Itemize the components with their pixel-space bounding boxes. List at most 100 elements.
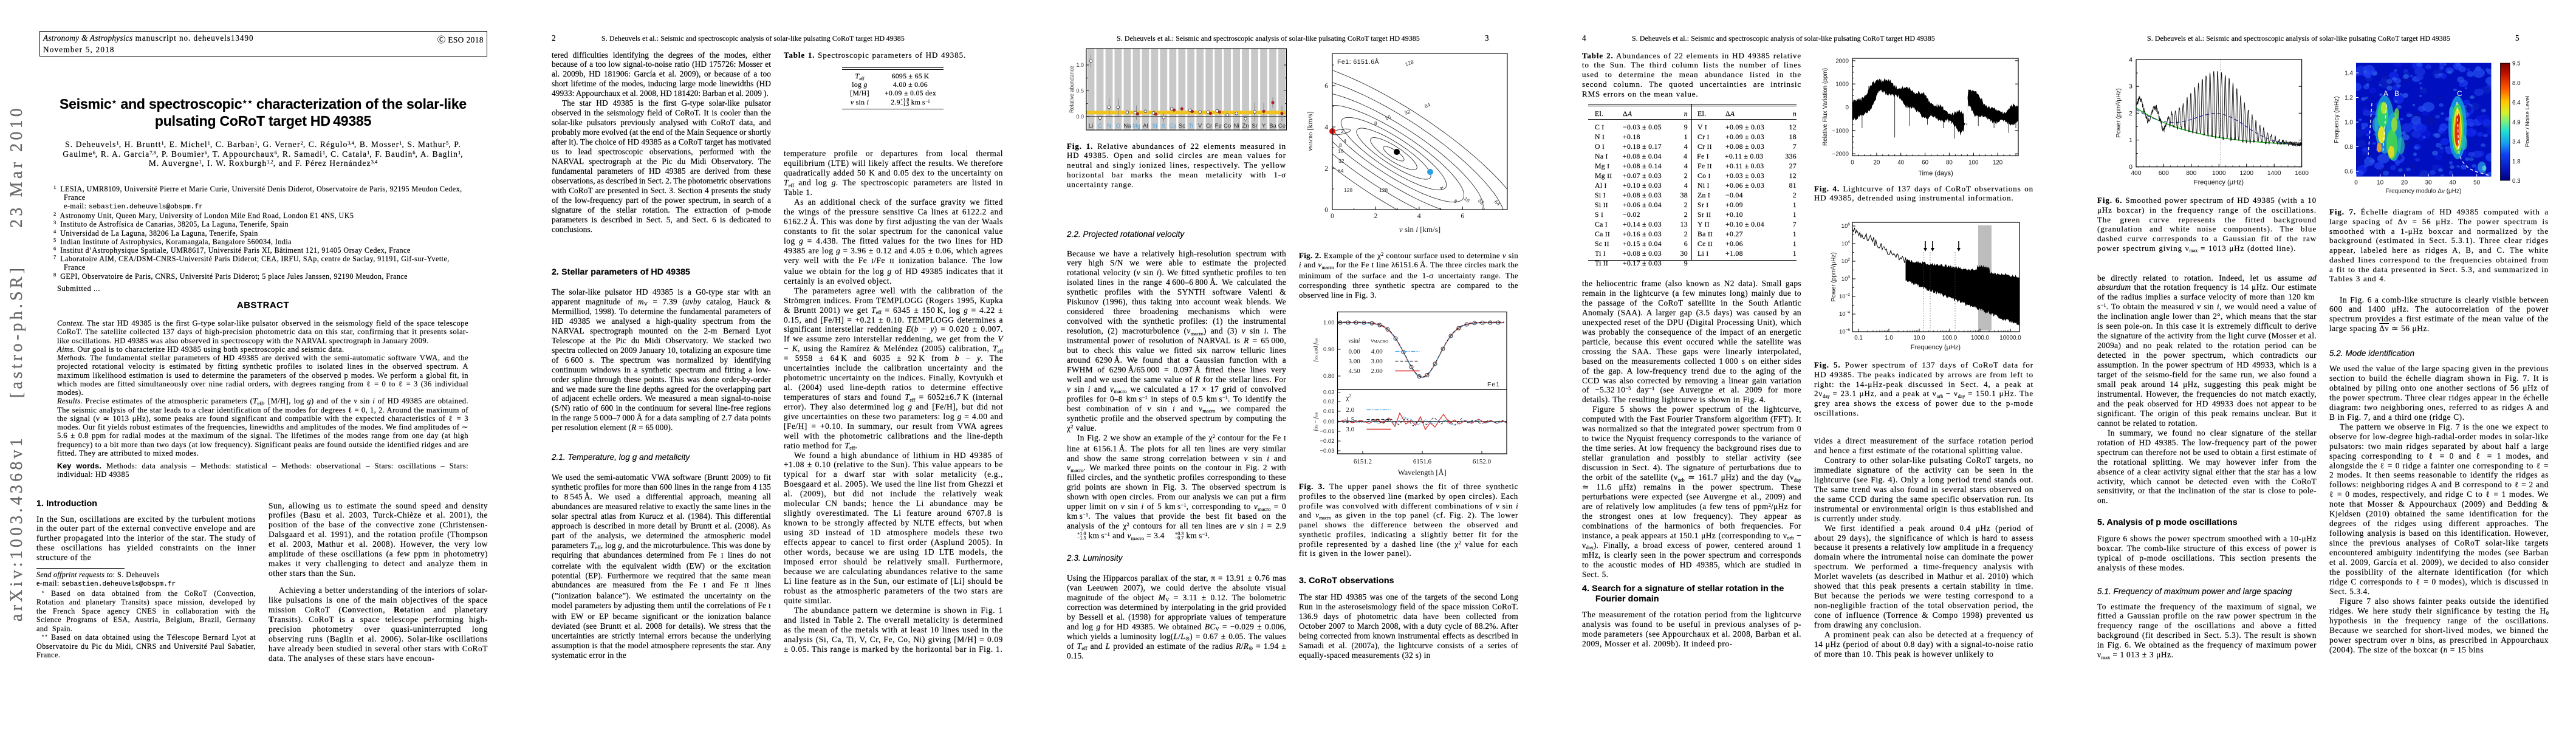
svg-text:−0.03: −0.03	[1320, 448, 1334, 454]
svg-text:vsini: vsini	[1349, 338, 1360, 344]
svg-text:B: B	[2394, 89, 2399, 98]
svg-text:1200: 1200	[2239, 170, 2253, 177]
svg-text:0.0: 0.0	[1076, 114, 1084, 120]
svg-text:2: 2	[2129, 110, 2132, 117]
svg-text:1.00: 1.00	[1323, 320, 1335, 326]
svg-text:128: 128	[1404, 59, 1414, 67]
svg-text:0.03: 0.03	[1323, 389, 1335, 396]
svg-text:4.00: 4.00	[1371, 348, 1383, 355]
svg-text:6: 6	[1324, 83, 1328, 90]
svg-text:128: 128	[1379, 187, 1388, 193]
svg-text:Si: Si	[1152, 123, 1157, 129]
svg-text:2: 2	[1324, 165, 1328, 173]
svg-text:Ce: Ce	[1278, 123, 1286, 129]
svg-text:10000.0: 10000.0	[1999, 335, 2021, 341]
svg-text:S: S	[1162, 123, 1165, 129]
svg-text:32: 32	[1338, 158, 1345, 164]
svg-text:0: 0	[1851, 160, 1854, 166]
svg-text:104: 104	[1841, 240, 1851, 247]
svg-text:1.0: 1.0	[1885, 335, 1893, 341]
svg-text:40: 40	[2449, 180, 2456, 187]
svg-text:Fe1: Fe1	[1487, 381, 1500, 388]
svg-text:0.01: 0.01	[1323, 408, 1335, 415]
svg-text:4: 4	[1343, 138, 1346, 144]
svg-text:Frequency (μHz): Frequency (μHz)	[1911, 344, 1961, 351]
svg-text:0.90: 0.90	[1323, 346, 1335, 353]
svg-text:Ba: Ba	[1269, 123, 1276, 129]
svg-text:0: 0	[1331, 213, 1334, 220]
svg-text:0.02: 0.02	[1323, 399, 1335, 405]
svg-text:800: 800	[2186, 170, 2196, 177]
svg-text:0.6: 0.6	[2345, 169, 2353, 176]
svg-text:0: 0	[2354, 180, 2358, 187]
svg-text:120: 120	[1993, 160, 2003, 166]
svg-text:102: 102	[1841, 258, 1851, 265]
svg-text:Ti: Ti	[1188, 123, 1193, 129]
svg-text:v sin i [km/s]: v sin i [km/s]	[1399, 225, 1440, 234]
svg-text:1000: 1000	[1835, 81, 1849, 88]
svg-text:128: 128	[1344, 187, 1352, 193]
svg-text:0.00: 0.00	[1349, 348, 1361, 355]
svg-text:10−4: 10−4	[1839, 310, 1850, 318]
svg-text:6.4: 6.4	[2512, 100, 2521, 106]
svg-text:2000: 2000	[1835, 58, 1849, 64]
svg-text:6: 6	[1461, 213, 1464, 220]
svg-text:A: A	[2383, 89, 2388, 98]
svg-text:0.1: 0.1	[1854, 335, 1863, 341]
svg-text:64: 64	[1423, 101, 1431, 109]
svg-text:0.80: 0.80	[1323, 373, 1335, 380]
svg-text:10−6: 10−6	[1839, 328, 1850, 335]
svg-text:100.0: 100.0	[1942, 335, 1958, 341]
svg-text:2.0: 2.0	[1346, 406, 1355, 414]
svg-text:0.8: 0.8	[2345, 144, 2353, 151]
svg-text:−2000: −2000	[1832, 151, 1849, 158]
svg-text:1400: 1400	[2267, 170, 2281, 177]
svg-text:2: 2	[1374, 213, 1378, 220]
svg-text:1000: 1000	[2212, 170, 2226, 177]
svg-text:2.00: 2.00	[1371, 368, 1383, 375]
svg-text:O: O	[1116, 123, 1120, 129]
svg-text:Y: Y	[1262, 123, 1266, 129]
svg-text:Al: Al	[1143, 123, 1148, 129]
svg-text:Fe: Fe	[1215, 123, 1222, 129]
svg-text:10.0: 10.0	[1913, 335, 1925, 341]
svg-text:16: 16	[1384, 114, 1392, 122]
svg-text:64: 64	[1338, 168, 1344, 174]
svg-text:0.00: 0.00	[1323, 419, 1335, 425]
svg-text:Frequency modulo Δν (μHz): Frequency modulo Δν (μHz)	[2386, 188, 2462, 195]
svg-text:Sc: Sc	[1179, 123, 1185, 129]
svg-text:16: 16	[1463, 196, 1471, 204]
svg-text:C: C	[1098, 123, 1102, 129]
svg-text:N: N	[1107, 123, 1111, 129]
svg-text:1.8: 1.8	[2512, 159, 2521, 165]
svg-text:4: 4	[1439, 185, 1445, 191]
svg-text:Sr: Sr	[1252, 123, 1258, 129]
svg-text:Power (ppm²/μHz): Power (ppm²/μHz)	[2115, 88, 2122, 137]
svg-text:9.5: 9.5	[2512, 61, 2521, 67]
svg-text:vMACRO: vMACRO	[1371, 338, 1389, 344]
svg-text:4: 4	[2129, 56, 2132, 64]
svg-text:1.2: 1.2	[2345, 95, 2353, 101]
svg-text:4.50: 4.50	[1349, 368, 1361, 375]
svg-text:Co: Co	[1224, 123, 1231, 129]
svg-text:6151.6: 6151.6	[1413, 458, 1432, 465]
svg-text:1.0: 1.0	[1076, 62, 1084, 68]
svg-text:Time (days): Time (days)	[1918, 170, 1953, 177]
svg-text:1000.0: 1000.0	[1971, 335, 1990, 341]
svg-text:80: 80	[1946, 160, 1953, 166]
svg-text:1.0: 1.0	[2345, 120, 2353, 126]
svg-text:8: 8	[1453, 198, 1459, 205]
svg-text:Na: Na	[1123, 123, 1131, 129]
svg-text:32: 32	[1403, 108, 1411, 116]
svg-text:2: 2	[1341, 128, 1344, 134]
svg-text:Wavelength [Å]: Wavelength [Å]	[1398, 468, 1447, 477]
svg-text:1600: 1600	[2295, 170, 2309, 177]
svg-text:Power (ppm²/μHz): Power (ppm²/μHz)	[1831, 252, 1837, 301]
svg-text:20: 20	[1873, 160, 1880, 166]
svg-text:−1000: −1000	[1832, 128, 1849, 134]
svg-text:0.5: 0.5	[1076, 87, 1084, 94]
svg-text:0: 0	[1324, 207, 1328, 214]
svg-text:106: 106	[1841, 222, 1851, 230]
svg-text:8: 8	[1374, 120, 1377, 126]
svg-text:3.4: 3.4	[2512, 139, 2521, 146]
